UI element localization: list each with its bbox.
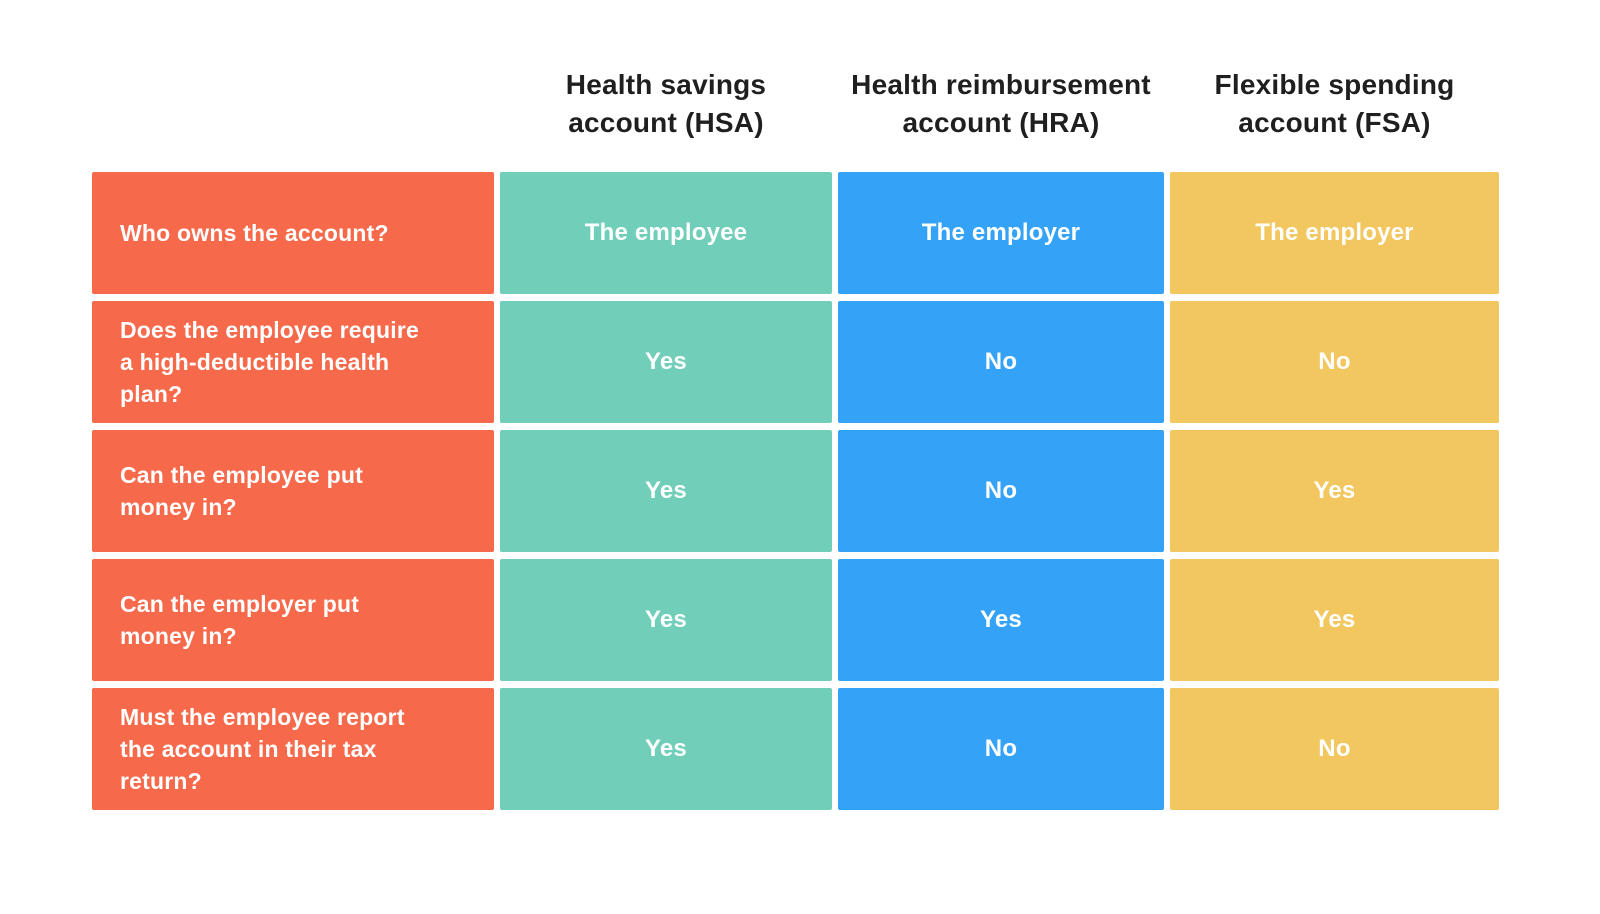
answer-cell-row1-hra: The employer bbox=[838, 172, 1164, 294]
answer-cell-row5-fsa: No bbox=[1170, 688, 1499, 810]
answer-cell-row1-fsa: The employer bbox=[1170, 172, 1499, 294]
answer-cell-row4-hra: Yes bbox=[838, 559, 1164, 681]
question-cell-row5: Must the employee report the account in … bbox=[92, 688, 494, 810]
answer-cell-row3-hsa: Yes bbox=[500, 430, 832, 552]
question-cell-row2: Does the employee require a high-deducti… bbox=[92, 301, 494, 423]
answer-cell-row1-hsa: The employee bbox=[500, 172, 832, 294]
column-header-hsa: Health savings account (HSA) bbox=[565, 69, 767, 139]
answer-cell-row3-fsa: Yes bbox=[1170, 430, 1499, 552]
question-cell-row3: Can the employee put money in? bbox=[92, 430, 494, 552]
answer-cell-row2-hra: No bbox=[838, 301, 1164, 423]
answer-cell-row2-fsa: No bbox=[1170, 301, 1499, 423]
answer-cell-row3-hra: No bbox=[838, 430, 1164, 552]
answer-cell-row2-hsa: Yes bbox=[500, 301, 832, 423]
header-spacer bbox=[92, 56, 494, 165]
comparison-table: Health savings account (HSA) Health reim… bbox=[92, 56, 1499, 810]
question-cell-row4: Can the employer put money in? bbox=[92, 559, 494, 681]
answer-cell-row5-hra: No bbox=[838, 688, 1164, 810]
answer-cell-row5-hsa: Yes bbox=[500, 688, 832, 810]
answer-cell-row4-fsa: Yes bbox=[1170, 559, 1499, 681]
question-cell-row1: Who owns the account? bbox=[92, 172, 494, 294]
column-header-fsa: Flexible spending account (FSA) bbox=[1214, 69, 1455, 139]
answer-cell-row4-hsa: Yes bbox=[500, 559, 832, 681]
column-header-hra: Health reimbursement account (HRA) bbox=[851, 69, 1151, 139]
